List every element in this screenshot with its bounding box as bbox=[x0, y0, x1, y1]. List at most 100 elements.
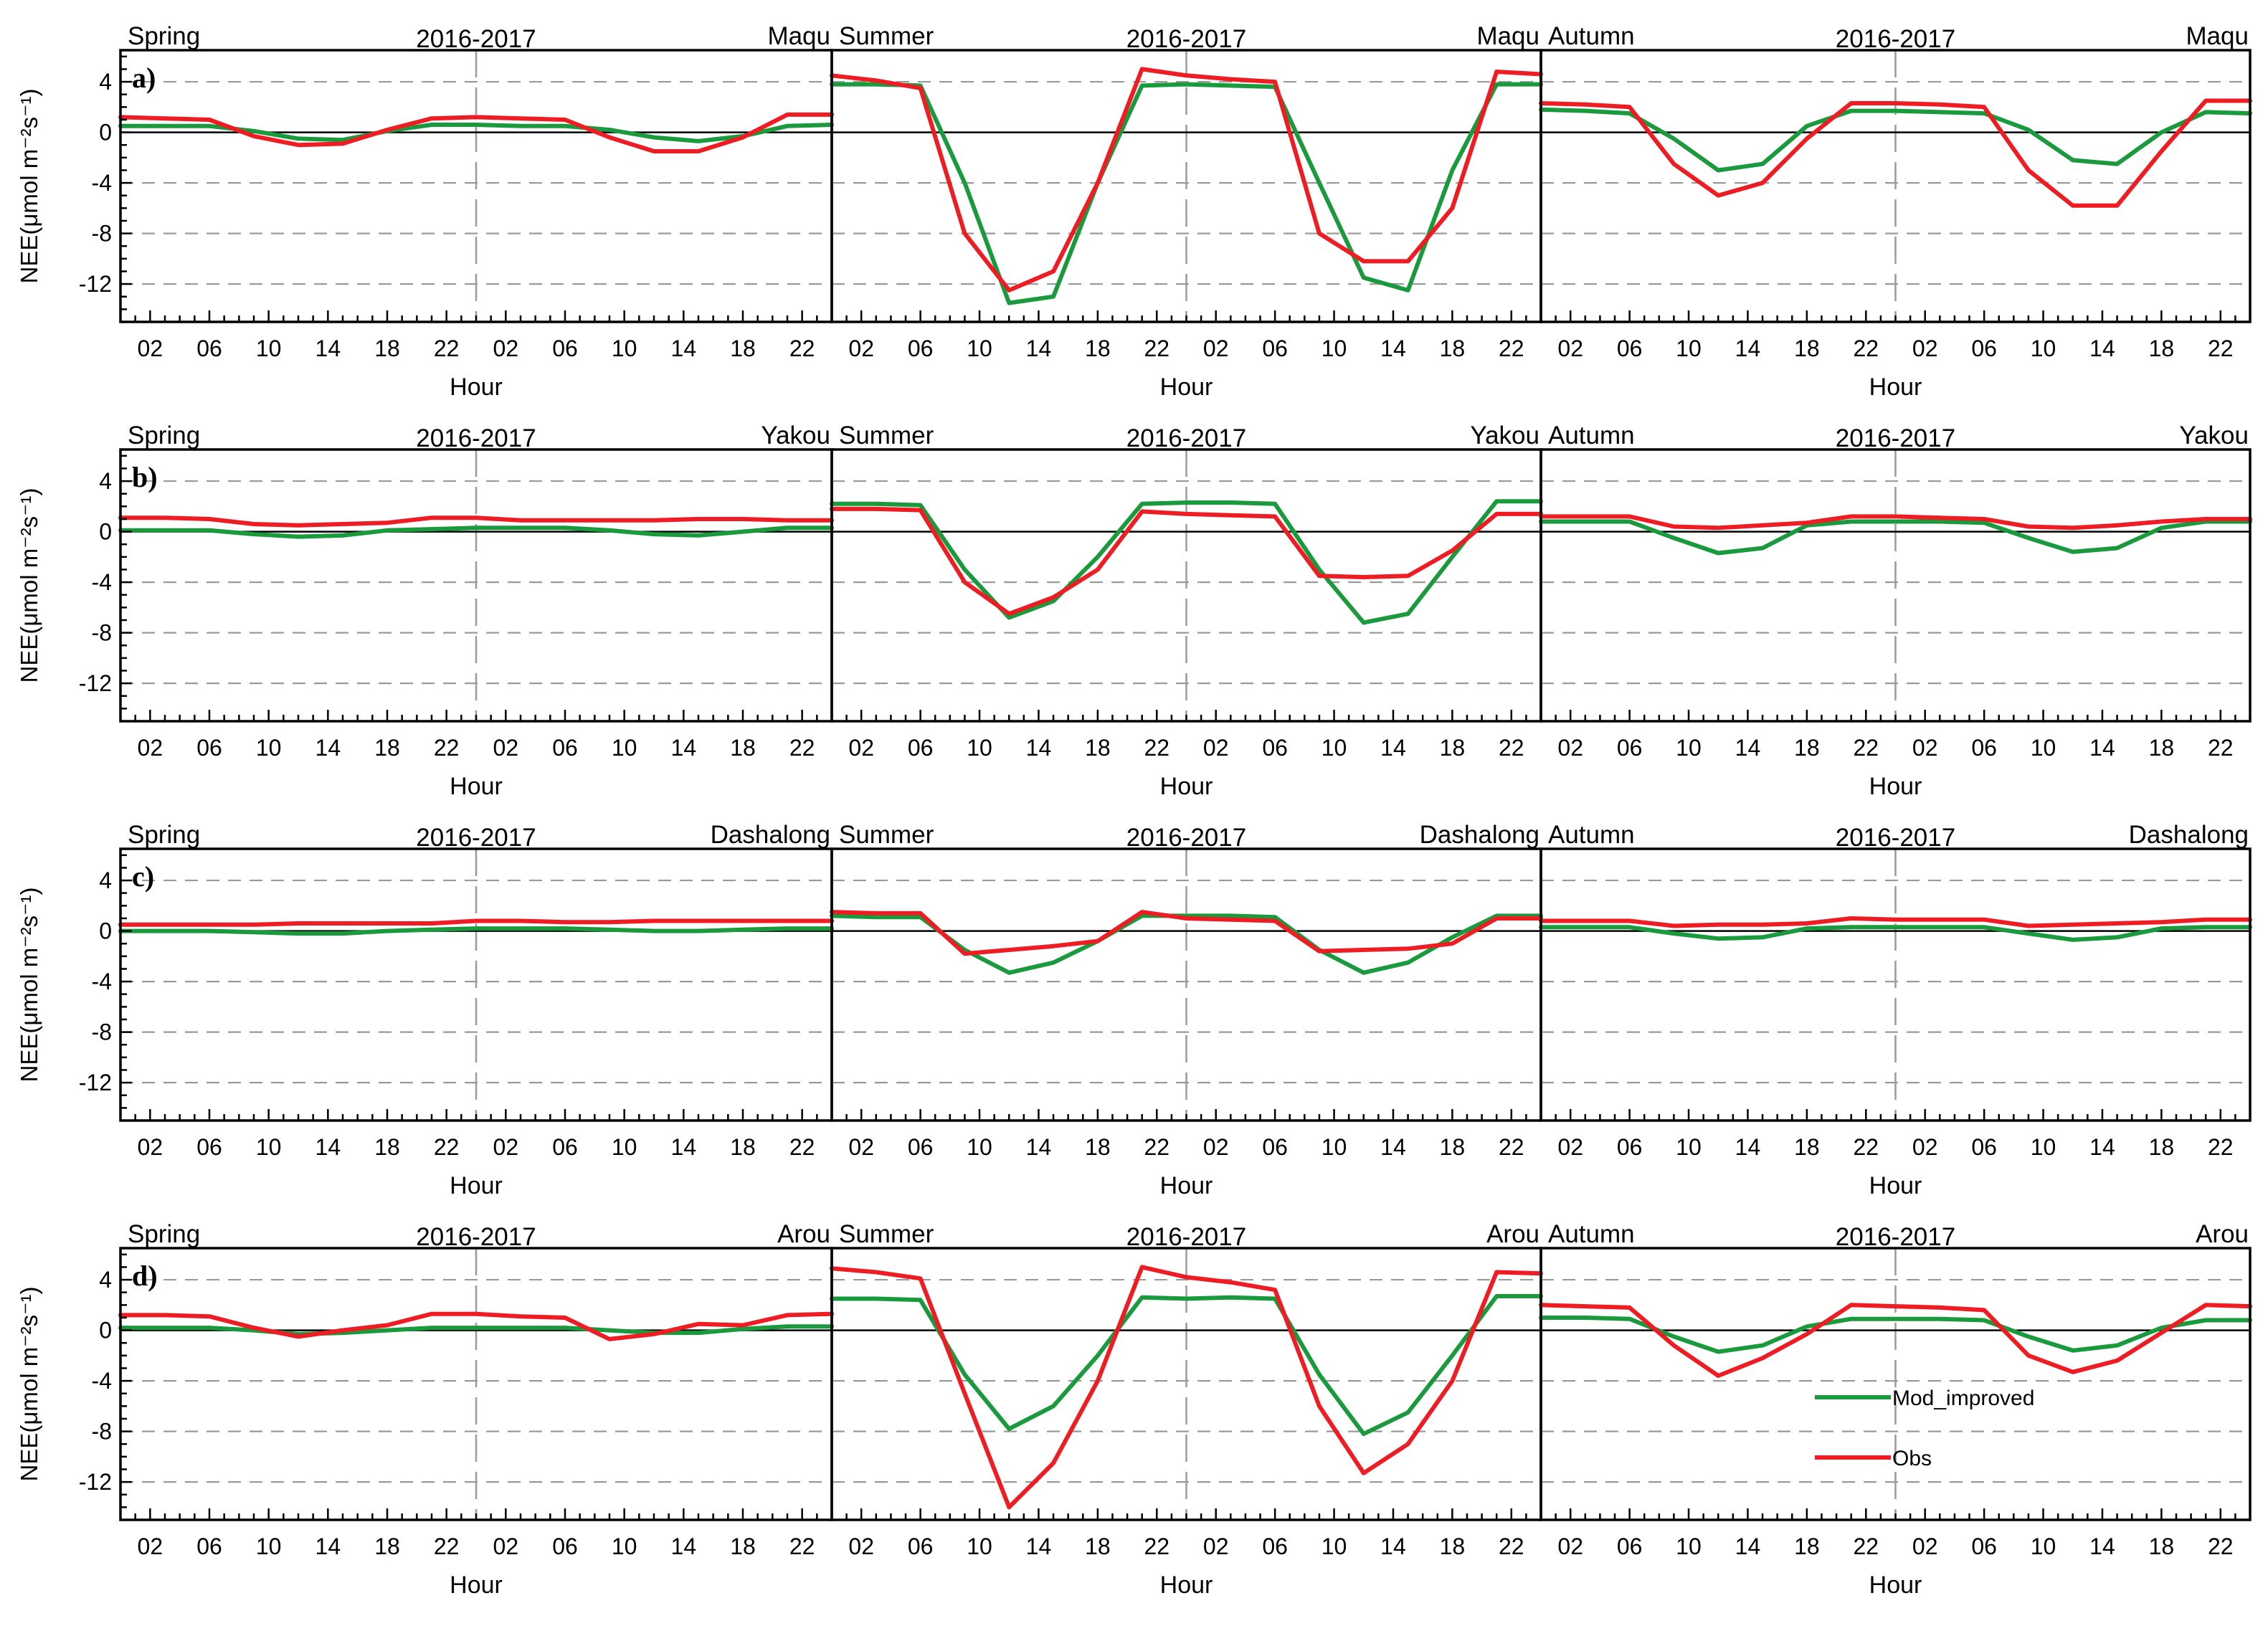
series-mod-improved-line bbox=[1539, 519, 2252, 556]
x-tick-label: 18 bbox=[1085, 735, 1111, 761]
x-tick-label: 22 bbox=[789, 1134, 815, 1160]
x-tick-label: 22 bbox=[789, 735, 815, 761]
x-tick-label: 22 bbox=[1853, 735, 1879, 761]
x-tick-label: 02 bbox=[1203, 1134, 1229, 1160]
panel-dashalong-summer: 02 06 10 14 18 22 02 06 10 14 18 22 Hour Summer 2016-2… bbox=[830, 821, 1543, 1199]
x-tick-label: 18 bbox=[374, 1533, 400, 1559]
x-tick-label: 02 bbox=[1557, 1134, 1583, 1160]
x-tick-label: 02 bbox=[1912, 1533, 1938, 1559]
series-mod-improved-line bbox=[830, 499, 1543, 625]
x-tick-label: 14 bbox=[1026, 735, 1052, 761]
site-label: Arou bbox=[777, 1220, 830, 1248]
y-tick-label: 0 bbox=[99, 1318, 112, 1343]
x-tick-label: 14 bbox=[315, 336, 341, 361]
x-tick-label: 02 bbox=[1912, 1134, 1938, 1160]
x-tick-label: 14 bbox=[2089, 1134, 2115, 1160]
x-tick-label: 18 bbox=[374, 336, 400, 361]
x-axis-label: Hour bbox=[1869, 1172, 1922, 1199]
season-label: Autumn bbox=[1548, 1220, 1635, 1248]
x-tick-label: 18 bbox=[374, 735, 400, 761]
panel-label: a) bbox=[132, 62, 156, 94]
y-tick-label: -4 bbox=[92, 1368, 112, 1394]
x-tick-label: 10 bbox=[1322, 336, 1347, 361]
x-tick-label: 18 bbox=[2149, 336, 2175, 361]
x-tick-label: 02 bbox=[848, 1533, 874, 1559]
x-tick-label: 22 bbox=[1853, 1533, 1879, 1559]
x-tick-label: 22 bbox=[434, 1134, 460, 1160]
x-tick-label: 10 bbox=[967, 735, 992, 761]
x-tick-label: 02 bbox=[1203, 336, 1229, 361]
x-tick-label: 14 bbox=[1735, 1134, 1761, 1160]
panel-arou-summer: 02 06 10 14 18 22 02 06 10 14 18 22 Hour Summer 2016-2… bbox=[830, 1220, 1543, 1599]
x-tick-label: 22 bbox=[1499, 336, 1524, 361]
x-tick-label: 22 bbox=[2208, 336, 2234, 361]
y-tick-label: -8 bbox=[92, 1419, 112, 1445]
x-tick-label: 10 bbox=[967, 1533, 992, 1559]
x-tick-label: 06 bbox=[552, 336, 578, 361]
x-tick-label: 02 bbox=[848, 1134, 874, 1160]
period-label: 2016-2017 bbox=[416, 824, 536, 852]
x-tick-label: 06 bbox=[1971, 336, 1997, 361]
x-tick-label: 02 bbox=[493, 336, 519, 361]
x-axis-label: Hour bbox=[1160, 1571, 1213, 1599]
period-label: 2016-2017 bbox=[416, 25, 536, 53]
y-tick-label: 0 bbox=[99, 519, 112, 545]
period-label: 2016-2017 bbox=[1836, 25, 1955, 53]
x-tick-label: 18 bbox=[2149, 1533, 2175, 1559]
y-tick-label: -8 bbox=[92, 1019, 112, 1045]
x-axis-label: Hour bbox=[450, 1172, 503, 1199]
x-tick-label: 02 bbox=[1557, 336, 1583, 361]
x-tick-label: 06 bbox=[1262, 336, 1288, 361]
series-mod-improved-line bbox=[1539, 925, 2252, 942]
x-axis-label: Hour bbox=[1869, 1571, 1922, 1599]
x-tick-label: 06 bbox=[1617, 336, 1643, 361]
x-tick-label: 10 bbox=[1676, 336, 1702, 361]
x-tick-label: 14 bbox=[1380, 735, 1406, 761]
x-tick-label: 18 bbox=[1085, 336, 1111, 361]
x-tick-label: 22 bbox=[2208, 735, 2234, 761]
x-tick-label: 18 bbox=[1085, 1533, 1111, 1559]
x-axis-label: Hour bbox=[1160, 1172, 1213, 1199]
x-tick-label: 22 bbox=[1144, 735, 1169, 761]
series-obs-line bbox=[1539, 98, 2252, 208]
x-tick-label: 10 bbox=[612, 1134, 637, 1160]
x-tick-label: 18 bbox=[730, 1134, 756, 1160]
x-tick-label: 02 bbox=[848, 735, 874, 761]
panel-dashalong-spring: 02 06 10 14 18 22 02 06 10 14 18 22 Hour Spring 2016-2… bbox=[16, 821, 834, 1199]
y-tick-label: -4 bbox=[92, 969, 112, 994]
x-tick-label: 06 bbox=[196, 1533, 222, 1559]
x-tick-label: 10 bbox=[1676, 735, 1702, 761]
season-label: Summer bbox=[839, 1220, 934, 1248]
x-tick-label: 14 bbox=[671, 1533, 697, 1559]
x-tick-label: 02 bbox=[1557, 1533, 1583, 1559]
y-tick-label: 0 bbox=[99, 918, 112, 944]
x-tick-label: 10 bbox=[1322, 1134, 1347, 1160]
x-axis-label: Hour bbox=[1869, 773, 1922, 800]
x-tick-label: 18 bbox=[1085, 1134, 1111, 1160]
x-tick-label: 06 bbox=[908, 336, 934, 361]
x-tick-label: 06 bbox=[1262, 735, 1288, 761]
x-tick-label: 14 bbox=[671, 1134, 697, 1160]
x-tick-label: 18 bbox=[1440, 735, 1466, 761]
x-tick-label: 14 bbox=[1380, 336, 1406, 361]
panel-maqu-summer: 02 06 10 14 18 22 02 06 10 14 18 22 Hour Summer 2016-2… bbox=[830, 22, 1543, 401]
x-tick-label: 10 bbox=[1676, 1533, 1702, 1559]
period-label: 2016-2017 bbox=[416, 424, 536, 452]
y-axis-label: NEE(μmol m⁻²s⁻¹) bbox=[16, 89, 42, 284]
series-mod-improved-line bbox=[830, 82, 1543, 305]
panel-label: b) bbox=[132, 461, 158, 493]
x-tick-label: 22 bbox=[1499, 1134, 1524, 1160]
y-tick-label: -8 bbox=[92, 620, 112, 646]
series-obs-line bbox=[118, 918, 834, 927]
x-tick-label: 14 bbox=[1735, 1533, 1761, 1559]
x-tick-label: 18 bbox=[1440, 336, 1466, 361]
x-tick-label: 22 bbox=[434, 336, 460, 361]
period-label: 2016-2017 bbox=[1126, 824, 1246, 852]
y-tick-label: -12 bbox=[79, 271, 112, 297]
x-tick-label: 02 bbox=[138, 336, 163, 361]
x-tick-label: 10 bbox=[256, 1134, 282, 1160]
panel-yakou-autumn: 02 06 10 14 18 22 02 06 10 14 18 22 Hour Autumn 2016-2… bbox=[1539, 422, 2252, 800]
x-tick-label: 22 bbox=[2208, 1533, 2234, 1559]
season-label: Autumn bbox=[1548, 422, 1635, 450]
